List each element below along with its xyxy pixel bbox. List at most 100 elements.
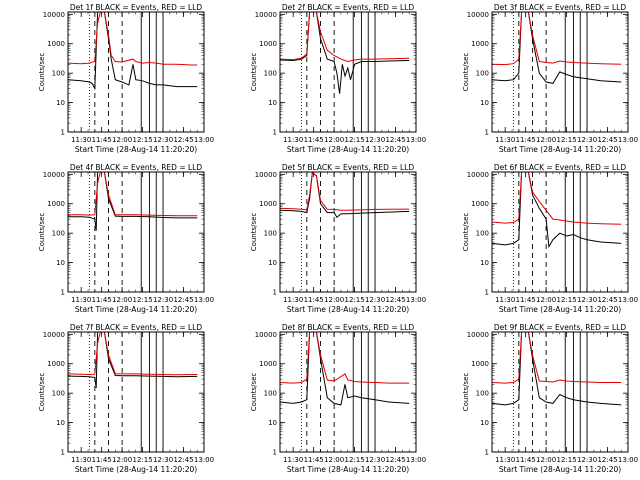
marker-lines — [512, 172, 588, 292]
y-tick-label: 1 — [61, 289, 65, 297]
y-axis-label: Counts/sec — [250, 53, 258, 92]
y-tick-label: 1000 — [259, 360, 277, 368]
x-tick-label: 12:45 — [385, 456, 405, 464]
y-tick-label: 10 — [268, 99, 277, 107]
series-events-line — [68, 332, 198, 389]
series-lld-line — [280, 332, 410, 384]
panel-det-1f: 1 10 100 1000 10000 11:30 11:45 12:00 12:15 12:30… — [38, 3, 214, 154]
marker-lines — [300, 12, 376, 132]
y-tick-label: 10000 — [467, 171, 489, 179]
y-tick-label: 10000 — [255, 11, 277, 19]
x-tick-label: 12:00 — [112, 296, 132, 304]
x-tick-label: 12:15 — [557, 456, 577, 464]
x-tick-label: 11:30 — [71, 296, 91, 304]
y-tick-label: 10000 — [43, 11, 65, 19]
x-tick-label: 11:30 — [283, 456, 303, 464]
x-tick-label: 12:00 — [536, 136, 556, 144]
x-tick-label: 11:30 — [495, 136, 515, 144]
plot-frame — [491, 331, 629, 453]
x-tick-label: 12:45 — [597, 136, 617, 144]
y-axis-label: Counts/sec — [462, 373, 470, 412]
series-group — [280, 12, 410, 94]
x-tick-label: 12:30 — [577, 136, 597, 144]
y-tick-label: 1 — [485, 449, 489, 457]
plot-frame — [67, 331, 205, 453]
x-tick-label: 11:30 — [283, 296, 303, 304]
panel-title: Det 3f BLACK = Events, RED = LLD — [494, 3, 627, 12]
y-tick-label: 1000 — [259, 40, 277, 48]
y-tick-label: 1 — [61, 129, 65, 137]
y-tick-label: 10 — [56, 259, 65, 267]
x-axis-label: Start Time (28-Aug-14 11:20:20) — [75, 305, 197, 314]
x-tick-label: 13:00 — [406, 136, 426, 144]
x-tick-label: 12:00 — [536, 296, 556, 304]
plot-frame — [67, 11, 205, 133]
x-axis-label: Start Time (28-Aug-14 11:20:20) — [287, 145, 409, 154]
x-tick-label: 12:00 — [112, 456, 132, 464]
x-tick-label: 12:00 — [324, 456, 344, 464]
series-events-line — [492, 172, 622, 249]
y-axis-label: Counts/sec — [462, 213, 470, 252]
x-tick-label: 11:45 — [304, 136, 324, 144]
series-lld-line — [68, 332, 198, 376]
panel-det-2f: 1 10 100 1000 10000 11:30 11:45 12:00 12:15 12:30… — [250, 3, 426, 154]
panel-title: Det 7f BLACK = Events, RED = LLD — [70, 323, 203, 332]
x-axis-label: Start Time (28-Aug-14 11:20:20) — [499, 465, 621, 474]
x-tick-label: 12:30 — [577, 296, 597, 304]
x-tick-label: 12:45 — [173, 296, 193, 304]
series-group — [492, 12, 622, 84]
marker-lines — [300, 332, 376, 452]
x-axis-label: Start Time (28-Aug-14 11:20:20) — [287, 305, 409, 314]
panel-det-5f: 1 10 100 1000 10000 11:30 11:45 12:00 12:15 12:30… — [250, 163, 426, 314]
y-tick-label: 1000 — [259, 200, 277, 208]
x-tick-label: 12:30 — [365, 296, 385, 304]
x-tick-label: 13:00 — [406, 456, 426, 464]
x-axis-label: Start Time (28-Aug-14 11:20:20) — [287, 465, 409, 474]
y-tick-label: 10 — [480, 259, 489, 267]
marker-lines — [88, 172, 164, 292]
x-tick-label: 12:15 — [133, 136, 153, 144]
y-tick-label: 1000 — [47, 200, 65, 208]
plot-frame — [67, 171, 205, 293]
panel-title: Det 9f BLACK = Events, RED = LLD — [494, 323, 627, 332]
y-tick-label: 100 — [52, 70, 65, 78]
x-tick-label: 12:30 — [365, 456, 385, 464]
y-tick-label: 1 — [273, 449, 277, 457]
x-tick-label: 12:30 — [153, 456, 173, 464]
y-tick-label: 10000 — [467, 11, 489, 19]
y-tick-label: 10000 — [255, 331, 277, 339]
marker-lines — [512, 332, 588, 452]
x-axis-label: Start Time (28-Aug-14 11:20:20) — [75, 465, 197, 474]
x-tick-label: 11:45 — [516, 456, 536, 464]
series-lld-line — [280, 12, 410, 63]
x-tick-label: 12:30 — [153, 296, 173, 304]
series-group — [492, 332, 622, 406]
y-tick-label: 10 — [268, 259, 277, 267]
y-tick-label: 100 — [264, 390, 277, 398]
x-tick-label: 11:30 — [71, 456, 91, 464]
y-tick-label: 10000 — [467, 331, 489, 339]
x-tick-label: 13:00 — [406, 296, 426, 304]
x-tick-label: 11:45 — [304, 296, 324, 304]
x-tick-label: 12:15 — [345, 456, 365, 464]
x-tick-label: 13:00 — [194, 296, 214, 304]
y-axis-label: Counts/sec — [38, 213, 46, 252]
x-tick-label: 11:45 — [516, 136, 536, 144]
y-tick-label: 10 — [56, 99, 65, 107]
x-tick-label: 11:30 — [495, 456, 515, 464]
y-tick-label: 1000 — [471, 360, 489, 368]
series-events-line — [280, 12, 410, 94]
x-tick-label: 13:00 — [194, 456, 214, 464]
panel-det-4f: 1 10 100 1000 10000 11:30 11:45 12:00 12:15 12:30… — [38, 163, 214, 314]
y-tick-label: 1 — [273, 289, 277, 297]
panel-title: Det 4f BLACK = Events, RED = LLD — [70, 163, 203, 172]
marker-lines — [512, 12, 588, 132]
y-axis-label: Counts/sec — [250, 373, 258, 412]
x-tick-label: 12:45 — [173, 136, 193, 144]
panel-det-7f: 1 10 100 1000 10000 11:30 11:45 12:00 12:15 12:30… — [38, 323, 214, 474]
panel-det-3f: 1 10 100 1000 10000 11:30 11:45 12:00 12:15 12:30… — [462, 3, 638, 154]
panel-det-8f: 1 10 100 1000 10000 11:30 11:45 12:00 12:15 12:30… — [250, 323, 426, 474]
series-events-line — [492, 332, 622, 406]
series-events-line — [68, 172, 198, 231]
panel-title: Det 6f BLACK = Events, RED = LLD — [494, 163, 627, 172]
